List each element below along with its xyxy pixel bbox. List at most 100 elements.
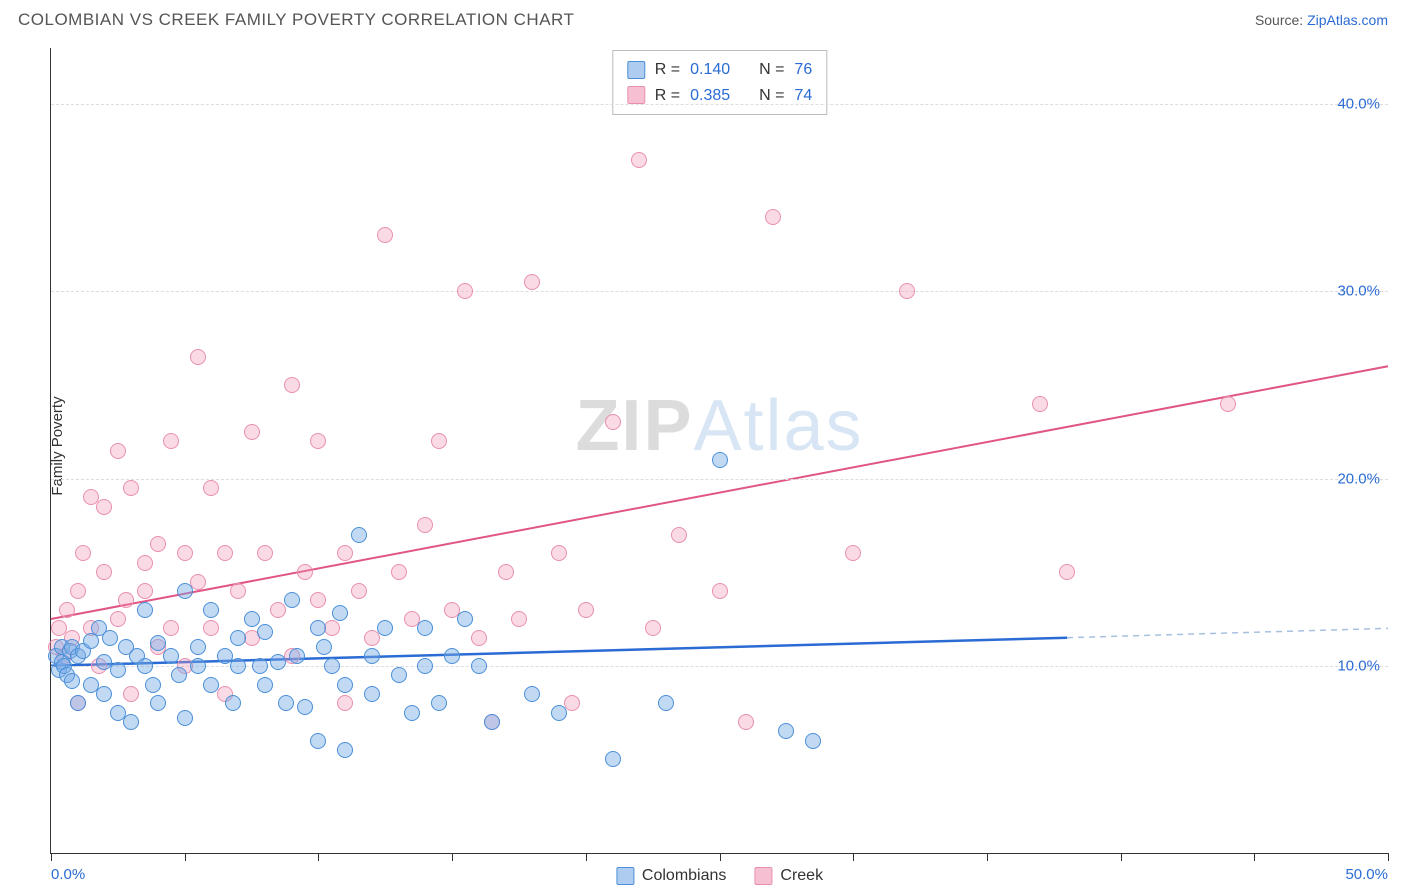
data-point [289, 648, 305, 664]
data-point [484, 714, 500, 730]
data-point [96, 686, 112, 702]
data-point [110, 443, 126, 459]
data-point [658, 695, 674, 711]
data-point [351, 583, 367, 599]
data-point [150, 536, 166, 552]
legend-item-creek: Creek [754, 867, 823, 885]
data-point [137, 602, 153, 618]
data-point [70, 695, 86, 711]
data-point [75, 545, 91, 561]
data-point [163, 648, 179, 664]
data-point [310, 433, 326, 449]
gridline [51, 479, 1388, 480]
x-tick [51, 853, 52, 861]
data-point [1032, 396, 1048, 412]
chart-plot-area: ZIPAtlas R = 0.140 N = 76 R = 0.385 N = … [50, 48, 1388, 854]
data-point [70, 583, 86, 599]
swatch-pink-icon [754, 867, 772, 885]
data-point [551, 545, 567, 561]
data-point [899, 283, 915, 299]
data-point [123, 686, 139, 702]
data-point [110, 611, 126, 627]
data-point [150, 635, 166, 651]
data-point [137, 583, 153, 599]
data-point [177, 710, 193, 726]
data-point [96, 499, 112, 515]
data-point [297, 699, 313, 715]
data-point [244, 611, 260, 627]
data-point [203, 677, 219, 693]
data-point [257, 677, 273, 693]
data-point [605, 751, 621, 767]
x-tick-label: 50.0% [1345, 866, 1388, 883]
data-point [551, 705, 567, 721]
data-point [471, 658, 487, 674]
data-point [284, 377, 300, 393]
data-point [645, 620, 661, 636]
data-point [177, 583, 193, 599]
y-tick-label: 40.0% [1337, 96, 1380, 113]
data-point [64, 673, 80, 689]
data-point [337, 742, 353, 758]
x-tick-label: 0.0% [51, 866, 85, 883]
data-point [457, 283, 473, 299]
data-point [225, 695, 241, 711]
data-point [377, 620, 393, 636]
y-tick-label: 10.0% [1337, 657, 1380, 674]
x-tick [853, 853, 854, 861]
swatch-blue-icon [616, 867, 634, 885]
data-point [457, 611, 473, 627]
data-point [417, 658, 433, 674]
data-point [564, 695, 580, 711]
data-point [605, 414, 621, 430]
data-point [252, 658, 268, 674]
data-point [110, 662, 126, 678]
data-point [270, 654, 286, 670]
data-point [805, 733, 821, 749]
data-point [524, 686, 540, 702]
data-point [1220, 396, 1236, 412]
data-point [738, 714, 754, 730]
data-point [778, 723, 794, 739]
x-tick [185, 853, 186, 861]
data-point [257, 624, 273, 640]
data-point [431, 433, 447, 449]
data-point [137, 658, 153, 674]
data-point [190, 639, 206, 655]
data-point [203, 480, 219, 496]
y-tick-label: 30.0% [1337, 283, 1380, 300]
data-point [631, 152, 647, 168]
data-point [123, 714, 139, 730]
legend-series: Colombians Creek [616, 867, 823, 885]
data-point [163, 433, 179, 449]
data-point [417, 620, 433, 636]
data-point [190, 658, 206, 674]
data-point [310, 733, 326, 749]
y-tick-label: 20.0% [1337, 470, 1380, 487]
data-point [511, 611, 527, 627]
source-link[interactable]: ZipAtlas.com [1307, 12, 1388, 28]
x-tick [987, 853, 988, 861]
x-tick [720, 853, 721, 861]
data-point [137, 555, 153, 571]
data-point [712, 583, 728, 599]
data-point [163, 620, 179, 636]
data-point [364, 648, 380, 664]
data-point [203, 602, 219, 618]
data-point [310, 620, 326, 636]
x-tick [318, 853, 319, 861]
x-tick [1254, 853, 1255, 861]
data-point [244, 424, 260, 440]
data-point [337, 677, 353, 693]
data-point [297, 564, 313, 580]
data-point [417, 517, 433, 533]
data-point [316, 639, 332, 655]
data-point [671, 527, 687, 543]
data-point [217, 545, 233, 561]
data-point [102, 630, 118, 646]
data-point [96, 564, 112, 580]
data-point [310, 592, 326, 608]
x-tick [1388, 853, 1389, 861]
gridline [51, 104, 1388, 105]
data-point [190, 574, 206, 590]
